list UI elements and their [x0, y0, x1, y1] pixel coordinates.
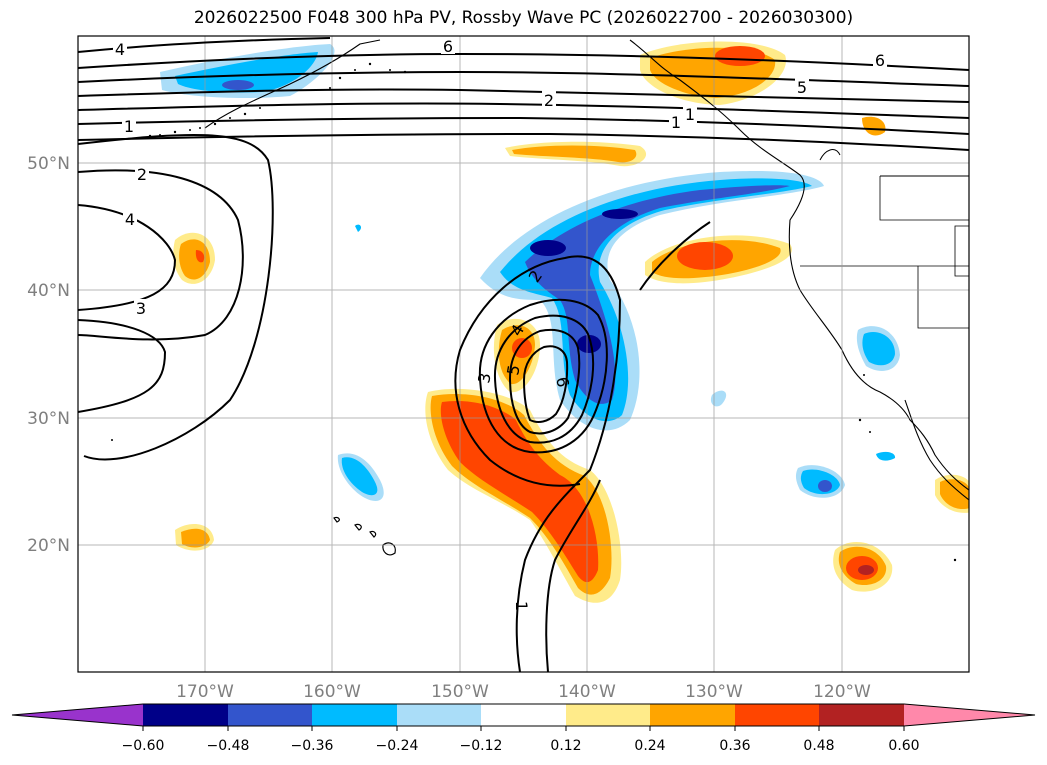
contour-label: 4: [115, 40, 125, 59]
colorbar-tick-label: 0.24: [634, 738, 665, 754]
contour-label: 6: [443, 37, 453, 56]
contour-label: 1: [512, 601, 531, 611]
colorbar-tick-label: −0.24: [376, 738, 419, 754]
colorbar-segment: [481, 704, 566, 726]
contour-label: 3: [136, 299, 146, 318]
colorbar-segment: [143, 704, 228, 726]
contour-label: 2: [137, 165, 147, 184]
contour-label: 5: [797, 78, 807, 97]
colorbar: −0.60 −0.48 −0.36 −0.24 −0.12 0.12 0.24 …: [11, 703, 1036, 754]
colorbar-tick-label: 0.60: [888, 738, 919, 754]
map-title: 2026022500 F048 300 hPa PV, Rossby Wave …: [193, 8, 854, 28]
contour-label: 1: [124, 117, 134, 136]
colorbar-segment: [566, 704, 650, 726]
colorbar-segment: [228, 704, 312, 726]
colorbar-tick-label: 0.12: [550, 738, 581, 754]
contour-label: 3: [474, 371, 494, 384]
colorbar-extend-min: [12, 704, 143, 726]
lat-label: 30°N: [27, 409, 70, 429]
lon-label: 140°W: [558, 682, 616, 702]
colorbar-segment: [650, 704, 735, 726]
colorbar-tick-label: −0.48: [207, 738, 250, 754]
contour-label: 1: [685, 105, 695, 124]
lon-label: 170°W: [176, 682, 234, 702]
colorbar-tick-label: −0.60: [122, 738, 165, 754]
contour-label: 6: [875, 51, 885, 70]
gridlines: [78, 36, 969, 672]
contour-label: 1: [671, 113, 681, 132]
lon-label: 160°W: [303, 682, 361, 702]
contour-label: 5: [503, 363, 523, 376]
hawaii-islands: [333, 516, 396, 556]
lat-label: 50°N: [27, 154, 70, 174]
lat-label: 40°N: [27, 281, 70, 301]
lon-label: 150°W: [431, 682, 489, 702]
lon-label: 120°W: [813, 682, 871, 702]
contour-label: 4: [125, 210, 135, 229]
colorbar-segment: [397, 704, 481, 726]
colorbar-segment: [819, 704, 904, 726]
contour-label: 2: [544, 91, 554, 110]
map-frame: [77, 35, 970, 673]
alaska-coastline: [204, 39, 381, 129]
colorbar-segment: [312, 704, 397, 726]
colorbar-tick-label: 0.48: [803, 738, 834, 754]
colorbar-extend-max: [904, 704, 1035, 726]
colorbar-tick-label: 0.36: [719, 738, 750, 754]
contour-label: 6: [552, 375, 572, 388]
contour-labels: 4 6 6 5 2 1 1 1 2 4 3 2 4 3 5 6 1: [113, 36, 887, 611]
longitude-labels: 170°W 160°W 150°W 140°W 130°W 120°W: [176, 682, 871, 702]
latitude-labels: 50°N 40°N 30°N 20°N: [27, 154, 70, 556]
lat-label: 20°N: [27, 536, 70, 556]
colorbar-tick-label: −0.12: [460, 738, 503, 754]
lon-label: 130°W: [685, 682, 743, 702]
colorbar-segment: [735, 704, 819, 726]
colorbar-tick-label: −0.36: [291, 738, 334, 754]
pv-contours: [78, 37, 969, 672]
